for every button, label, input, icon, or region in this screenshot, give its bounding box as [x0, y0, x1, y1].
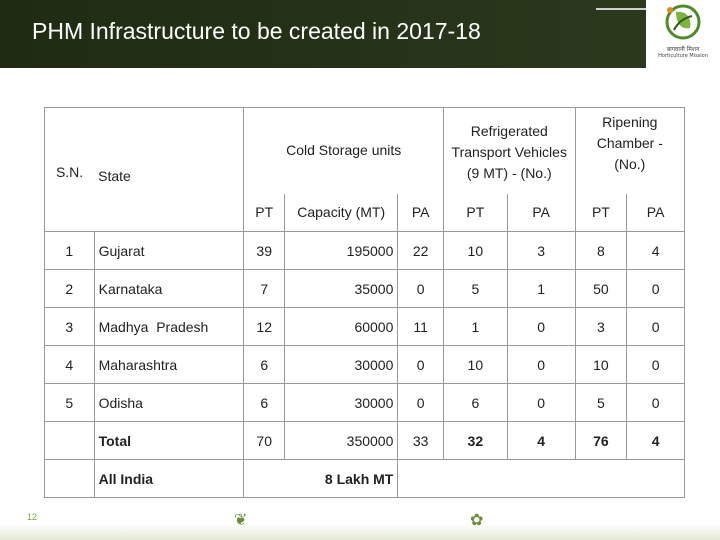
header-reefer-label: Refrigerated Transport Vehicles (9 MT) -… — [451, 123, 567, 182]
header-ripening: Ripening Chamber - (No.) — [574, 107, 686, 194]
header-state: State — [94, 107, 245, 232]
cell-state: Maharashtra — [93, 345, 245, 384]
cell-cs-pt: 7 — [243, 269, 285, 308]
cell-cs-pa: 22 — [397, 231, 444, 270]
cell-sn: 3 — [44, 307, 95, 346]
cell-cs-capacity: 35000 — [283, 269, 399, 308]
header-state-label: State — [98, 167, 131, 184]
header-rule — [596, 8, 646, 10]
cell-cs-pt: 39 — [243, 231, 285, 270]
cell-cs-pa: 0 — [397, 269, 444, 308]
cell-cs-pa: 11 — [397, 307, 444, 346]
page-title: PHM Infrastructure to be created in 2017… — [32, 18, 481, 44]
cell-rt-pt: 5 — [442, 269, 508, 308]
sprout-icon: ❦ — [234, 510, 248, 529]
footer-bar — [0, 524, 720, 540]
table-row: 5 Odisha 6 30000 0 6 0 5 0 — [44, 383, 685, 422]
total-label: Total — [93, 421, 245, 460]
cell-rc-pa: 0 — [626, 345, 685, 384]
all-india-row: All India 8 Lakh MT — [44, 459, 685, 498]
all-india-empty — [397, 459, 685, 498]
cell-cs-pt: 6 — [243, 383, 285, 422]
total-rt-pt: 32 — [442, 421, 508, 460]
cell-cs-capacity: 195000 — [283, 231, 399, 270]
phm-infrastructure-table: S.N. State Cold Storage units Refrigerat… — [44, 107, 686, 498]
cell-rt-pt: 1 — [442, 307, 508, 346]
cell-cs-capacity: 30000 — [283, 345, 399, 384]
total-cs-pa: 33 — [397, 421, 444, 460]
cell-rc-pa: 4 — [626, 231, 685, 270]
cell-rt-pt: 6 — [442, 383, 508, 422]
cell-state: Odisha — [93, 383, 245, 422]
cell-cs-pt: 6 — [243, 345, 285, 384]
cell-rt-pa: 1 — [506, 269, 576, 308]
sub-rt-pt: PT — [442, 193, 508, 232]
sub-cs-pa: PA — [397, 193, 444, 232]
header-row-2: PT Capacity (MT) PA PT PA PT PA — [45, 193, 685, 232]
total-cs-pt: 70 — [243, 421, 285, 460]
header-cold-storage: Cold Storage units — [243, 107, 444, 194]
sub-cs-capacity: Capacity (MT) — [283, 193, 399, 232]
header-ripening-label: Ripening Chamber - (No.) — [596, 114, 663, 172]
mission-logo: बागवानी मिशन Horticulture Mission — [646, 0, 720, 68]
cell-rt-pa: 0 — [506, 383, 576, 422]
cell-sn: 4 — [44, 345, 95, 384]
header-sn-label: S.N. — [55, 164, 84, 180]
cell-rt-pa: 3 — [506, 231, 576, 270]
cell-cs-capacity: 30000 — [283, 383, 399, 422]
total-rc-pt: 76 — [574, 421, 628, 460]
total-row: Total 70 350000 33 32 4 76 4 — [44, 421, 685, 460]
sub-rc-pt: PT — [574, 193, 628, 232]
logo-caption-hindi: बागवानी मिशन — [666, 46, 700, 53]
sub-rc-pa: PA — [626, 193, 685, 232]
sub-cs-pt: PT — [243, 193, 285, 232]
all-india-value: 8 Lakh MT — [243, 459, 399, 498]
cell-sn: 2 — [44, 269, 95, 308]
cell-state: Karnataka — [93, 269, 245, 308]
logo-caption-english: Horticulture Mission — [658, 53, 708, 59]
all-india-label: All India — [93, 459, 245, 498]
cell-cs-pt: 12 — [243, 307, 285, 346]
cell-state: Gujarat — [93, 231, 245, 270]
cell-state: Madhya Pradesh — [93, 307, 245, 346]
cell-sn-empty — [44, 421, 95, 460]
sub-rt-pa: PA — [506, 193, 576, 232]
cell-rc-pa: 0 — [626, 269, 685, 308]
header-cold-storage-label: Cold Storage units — [286, 142, 402, 159]
cell-rc-pt: 50 — [574, 269, 628, 308]
title-bar: PHM Infrastructure to be created in 2017… — [0, 0, 720, 68]
cell-cs-capacity: 60000 — [283, 307, 399, 346]
table-row: 1 Gujarat 39 195000 22 10 3 8 4 — [44, 231, 685, 270]
header-reefer: Refrigerated Transport Vehicles (9 MT) -… — [442, 107, 576, 194]
page-number: 12 — [27, 512, 38, 522]
cell-sn-empty — [44, 459, 95, 498]
cell-rt-pa: 0 — [506, 345, 576, 384]
cell-rc-pt: 5 — [574, 383, 628, 422]
cell-cs-pa: 0 — [397, 383, 444, 422]
cell-rc-pa: 0 — [626, 383, 685, 422]
plant-icon: ✿ — [470, 510, 484, 529]
cell-cs-pa: 0 — [397, 345, 444, 384]
total-rc-pa: 4 — [626, 421, 685, 460]
cell-rc-pt: 10 — [574, 345, 628, 384]
cell-rt-pt: 10 — [442, 345, 508, 384]
total-rt-pa: 4 — [506, 421, 576, 460]
total-cs-capacity: 350000 — [283, 421, 399, 460]
table-row: 4 Maharashtra 6 30000 0 10 0 10 0 — [44, 345, 685, 384]
header-row-1: S.N. State Cold Storage units Refrigerat… — [44, 107, 686, 232]
header-sn: S.N. — [44, 107, 95, 232]
table-row: 2 Karnataka 7 35000 0 5 1 50 0 — [44, 269, 685, 308]
cell-rc-pt: 8 — [574, 231, 628, 270]
leaf-logo-icon — [665, 4, 701, 40]
cell-rt-pt: 10 — [442, 231, 508, 270]
cell-rc-pt: 3 — [574, 307, 628, 346]
cell-rt-pa: 0 — [506, 307, 576, 346]
table-row: 3 Madhya Pradesh 12 60000 11 1 0 3 0 — [44, 307, 685, 346]
cell-sn: 5 — [44, 383, 95, 422]
cell-rc-pa: 0 — [626, 307, 685, 346]
cell-sn: 1 — [44, 231, 95, 270]
